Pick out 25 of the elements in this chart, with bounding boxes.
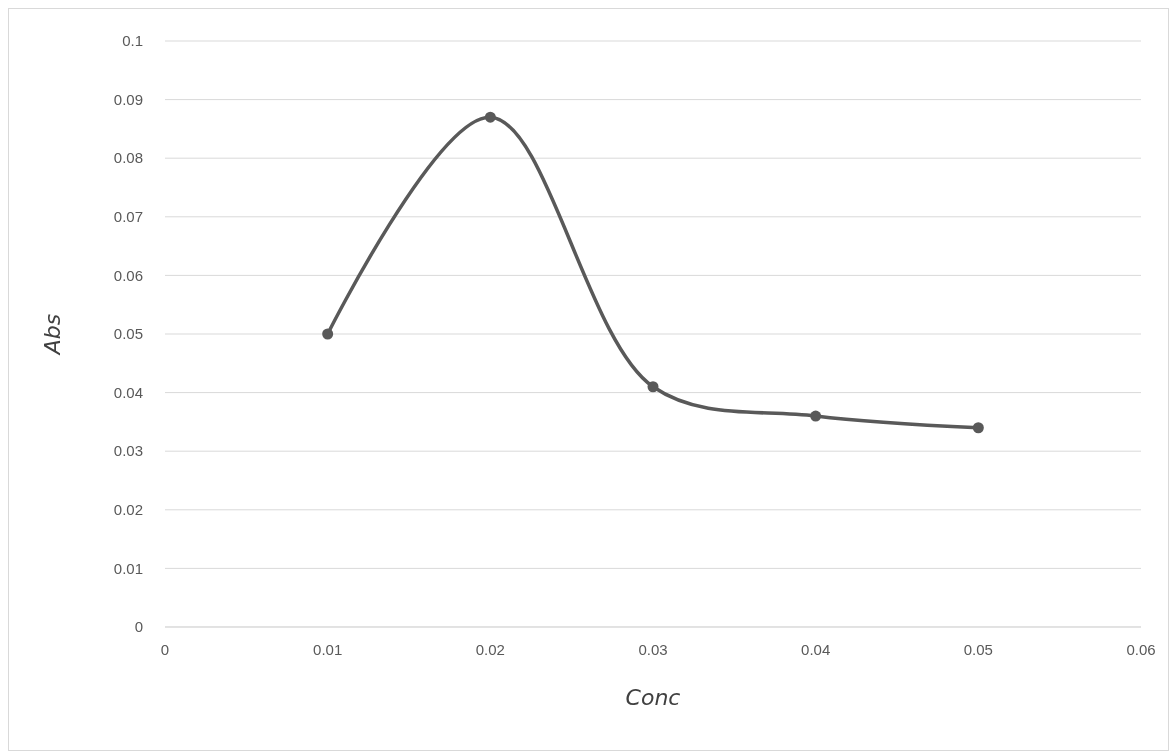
y-tick-label: 0.09 [113, 90, 143, 108]
y-tick-label: 0.06 [113, 266, 143, 284]
x-axis-title: Conc [625, 685, 681, 710]
point [647, 381, 659, 393]
point [972, 422, 984, 434]
point [322, 328, 334, 340]
x-tick-label: 0.03 [638, 641, 668, 658]
y-tick-label: 0.1 [122, 32, 143, 50]
x-tick-label: 0 [160, 641, 170, 658]
y-tick-label: 0.07 [113, 208, 143, 226]
y-tick-label: 0.02 [113, 501, 143, 519]
point [810, 410, 822, 422]
y-tick-label: 0 [134, 618, 143, 636]
x-tick-label: 0.04 [801, 641, 831, 658]
y-tick-label: 0.04 [113, 383, 143, 401]
y-tick-label: 0.05 [113, 325, 143, 343]
y-tick-label: 0.01 [113, 559, 143, 577]
point [484, 111, 496, 123]
y-axis-title: Abs [40, 313, 65, 357]
x-tick-label: 0.05 [963, 641, 993, 658]
x-tick-label: 0.06 [1126, 641, 1156, 658]
x-tick-label: 0.01 [313, 641, 343, 658]
y-tick-label: 0.08 [113, 149, 143, 167]
y-tick-label: 0.03 [113, 442, 143, 460]
x-tick-label: 0.02 [475, 641, 505, 658]
